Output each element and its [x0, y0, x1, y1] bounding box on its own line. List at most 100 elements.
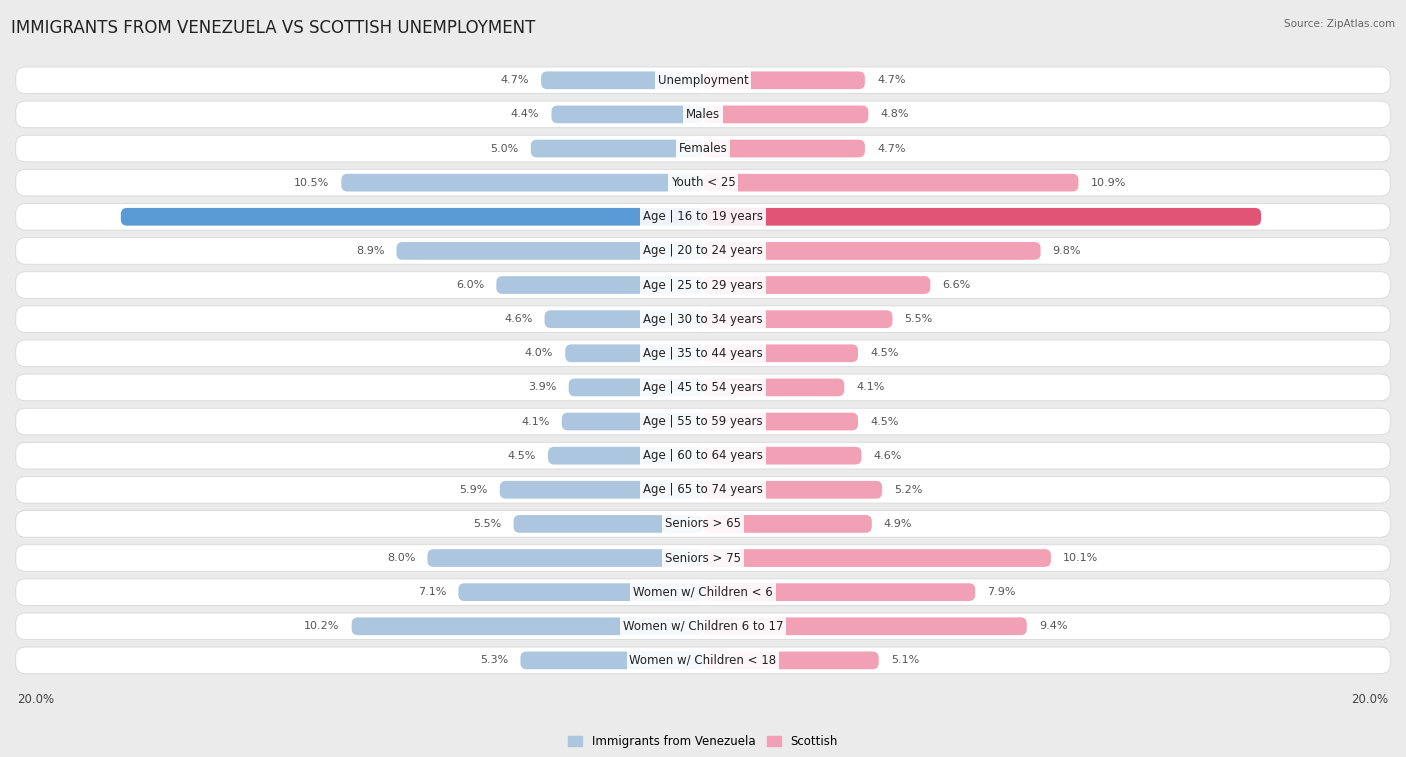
Legend: Immigrants from Venezuela, Scottish: Immigrants from Venezuela, Scottish	[564, 731, 842, 753]
Text: Women w/ Children < 6: Women w/ Children < 6	[633, 586, 773, 599]
FancyBboxPatch shape	[703, 174, 1078, 192]
FancyBboxPatch shape	[427, 549, 703, 567]
Text: 10.5%: 10.5%	[294, 178, 329, 188]
Text: Unemployment: Unemployment	[658, 73, 748, 87]
FancyBboxPatch shape	[342, 174, 703, 192]
Text: 4.8%: 4.8%	[880, 110, 908, 120]
FancyBboxPatch shape	[458, 584, 703, 601]
FancyBboxPatch shape	[703, 515, 872, 533]
Text: 5.1%: 5.1%	[891, 656, 920, 665]
Text: Seniors > 65: Seniors > 65	[665, 517, 741, 531]
Text: Age | 30 to 34 years: Age | 30 to 34 years	[643, 313, 763, 326]
FancyBboxPatch shape	[15, 238, 1391, 264]
FancyBboxPatch shape	[15, 340, 1391, 366]
Text: 8.0%: 8.0%	[387, 553, 415, 563]
Text: Males: Males	[686, 108, 720, 121]
FancyBboxPatch shape	[15, 170, 1391, 196]
FancyBboxPatch shape	[15, 272, 1391, 298]
FancyBboxPatch shape	[541, 71, 703, 89]
FancyBboxPatch shape	[703, 481, 882, 499]
Text: 10.9%: 10.9%	[1091, 178, 1126, 188]
Text: 4.9%: 4.9%	[884, 519, 912, 529]
Text: 7.1%: 7.1%	[418, 587, 446, 597]
Text: Age | 60 to 64 years: Age | 60 to 64 years	[643, 449, 763, 463]
FancyBboxPatch shape	[703, 447, 862, 465]
FancyBboxPatch shape	[531, 139, 703, 157]
Text: 10.1%: 10.1%	[1063, 553, 1098, 563]
Text: 5.5%: 5.5%	[904, 314, 932, 324]
FancyBboxPatch shape	[15, 545, 1391, 572]
Text: Age | 55 to 59 years: Age | 55 to 59 years	[643, 415, 763, 428]
Text: Females: Females	[679, 142, 727, 155]
FancyBboxPatch shape	[568, 378, 703, 396]
Text: 6.0%: 6.0%	[456, 280, 484, 290]
Text: 16.2%: 16.2%	[1272, 212, 1309, 222]
Text: 8.9%: 8.9%	[356, 246, 384, 256]
FancyBboxPatch shape	[562, 413, 703, 431]
FancyBboxPatch shape	[703, 652, 879, 669]
Text: 4.5%: 4.5%	[870, 348, 898, 358]
Text: 5.9%: 5.9%	[460, 484, 488, 495]
FancyBboxPatch shape	[15, 647, 1391, 674]
FancyBboxPatch shape	[703, 208, 1261, 226]
Text: Age | 45 to 54 years: Age | 45 to 54 years	[643, 381, 763, 394]
Text: Women w/ Children 6 to 17: Women w/ Children 6 to 17	[623, 620, 783, 633]
FancyBboxPatch shape	[121, 208, 703, 226]
FancyBboxPatch shape	[15, 136, 1391, 162]
FancyBboxPatch shape	[15, 476, 1391, 503]
FancyBboxPatch shape	[513, 515, 703, 533]
Text: IMMIGRANTS FROM VENEZUELA VS SCOTTISH UNEMPLOYMENT: IMMIGRANTS FROM VENEZUELA VS SCOTTISH UN…	[11, 19, 536, 37]
FancyBboxPatch shape	[15, 613, 1391, 640]
Text: 10.2%: 10.2%	[304, 621, 340, 631]
FancyBboxPatch shape	[544, 310, 703, 328]
FancyBboxPatch shape	[565, 344, 703, 362]
FancyBboxPatch shape	[551, 105, 703, 123]
Text: 4.5%: 4.5%	[870, 416, 898, 426]
FancyBboxPatch shape	[499, 481, 703, 499]
Text: 16.9%: 16.9%	[73, 212, 108, 222]
FancyBboxPatch shape	[496, 276, 703, 294]
FancyBboxPatch shape	[15, 408, 1391, 435]
FancyBboxPatch shape	[703, 378, 844, 396]
FancyBboxPatch shape	[703, 549, 1050, 567]
FancyBboxPatch shape	[703, 413, 858, 431]
Text: 4.4%: 4.4%	[510, 110, 540, 120]
FancyBboxPatch shape	[15, 101, 1391, 128]
Text: Age | 20 to 24 years: Age | 20 to 24 years	[643, 245, 763, 257]
Text: 20.0%: 20.0%	[17, 693, 55, 706]
FancyBboxPatch shape	[548, 447, 703, 465]
FancyBboxPatch shape	[520, 652, 703, 669]
Text: 4.7%: 4.7%	[877, 144, 905, 154]
FancyBboxPatch shape	[396, 242, 703, 260]
FancyBboxPatch shape	[15, 67, 1391, 94]
Text: Source: ZipAtlas.com: Source: ZipAtlas.com	[1284, 19, 1395, 29]
Text: Age | 16 to 19 years: Age | 16 to 19 years	[643, 210, 763, 223]
FancyBboxPatch shape	[15, 510, 1391, 537]
FancyBboxPatch shape	[703, 276, 931, 294]
FancyBboxPatch shape	[703, 310, 893, 328]
FancyBboxPatch shape	[15, 579, 1391, 606]
Text: Age | 35 to 44 years: Age | 35 to 44 years	[643, 347, 763, 360]
Text: 9.8%: 9.8%	[1053, 246, 1081, 256]
Text: 7.9%: 7.9%	[987, 587, 1015, 597]
FancyBboxPatch shape	[703, 618, 1026, 635]
Text: 5.2%: 5.2%	[894, 484, 922, 495]
FancyBboxPatch shape	[703, 71, 865, 89]
FancyBboxPatch shape	[703, 105, 869, 123]
Text: Age | 65 to 74 years: Age | 65 to 74 years	[643, 483, 763, 497]
Text: 5.0%: 5.0%	[491, 144, 519, 154]
Text: 4.7%: 4.7%	[877, 75, 905, 86]
Text: 4.7%: 4.7%	[501, 75, 529, 86]
Text: 20.0%: 20.0%	[1351, 693, 1389, 706]
Text: 9.4%: 9.4%	[1039, 621, 1067, 631]
FancyBboxPatch shape	[15, 306, 1391, 332]
FancyBboxPatch shape	[703, 344, 858, 362]
Text: 4.0%: 4.0%	[524, 348, 553, 358]
FancyBboxPatch shape	[15, 204, 1391, 230]
FancyBboxPatch shape	[703, 139, 865, 157]
FancyBboxPatch shape	[15, 374, 1391, 400]
Text: 5.5%: 5.5%	[474, 519, 502, 529]
Text: 4.1%: 4.1%	[522, 416, 550, 426]
Text: 5.3%: 5.3%	[479, 656, 509, 665]
Text: Age | 25 to 29 years: Age | 25 to 29 years	[643, 279, 763, 291]
